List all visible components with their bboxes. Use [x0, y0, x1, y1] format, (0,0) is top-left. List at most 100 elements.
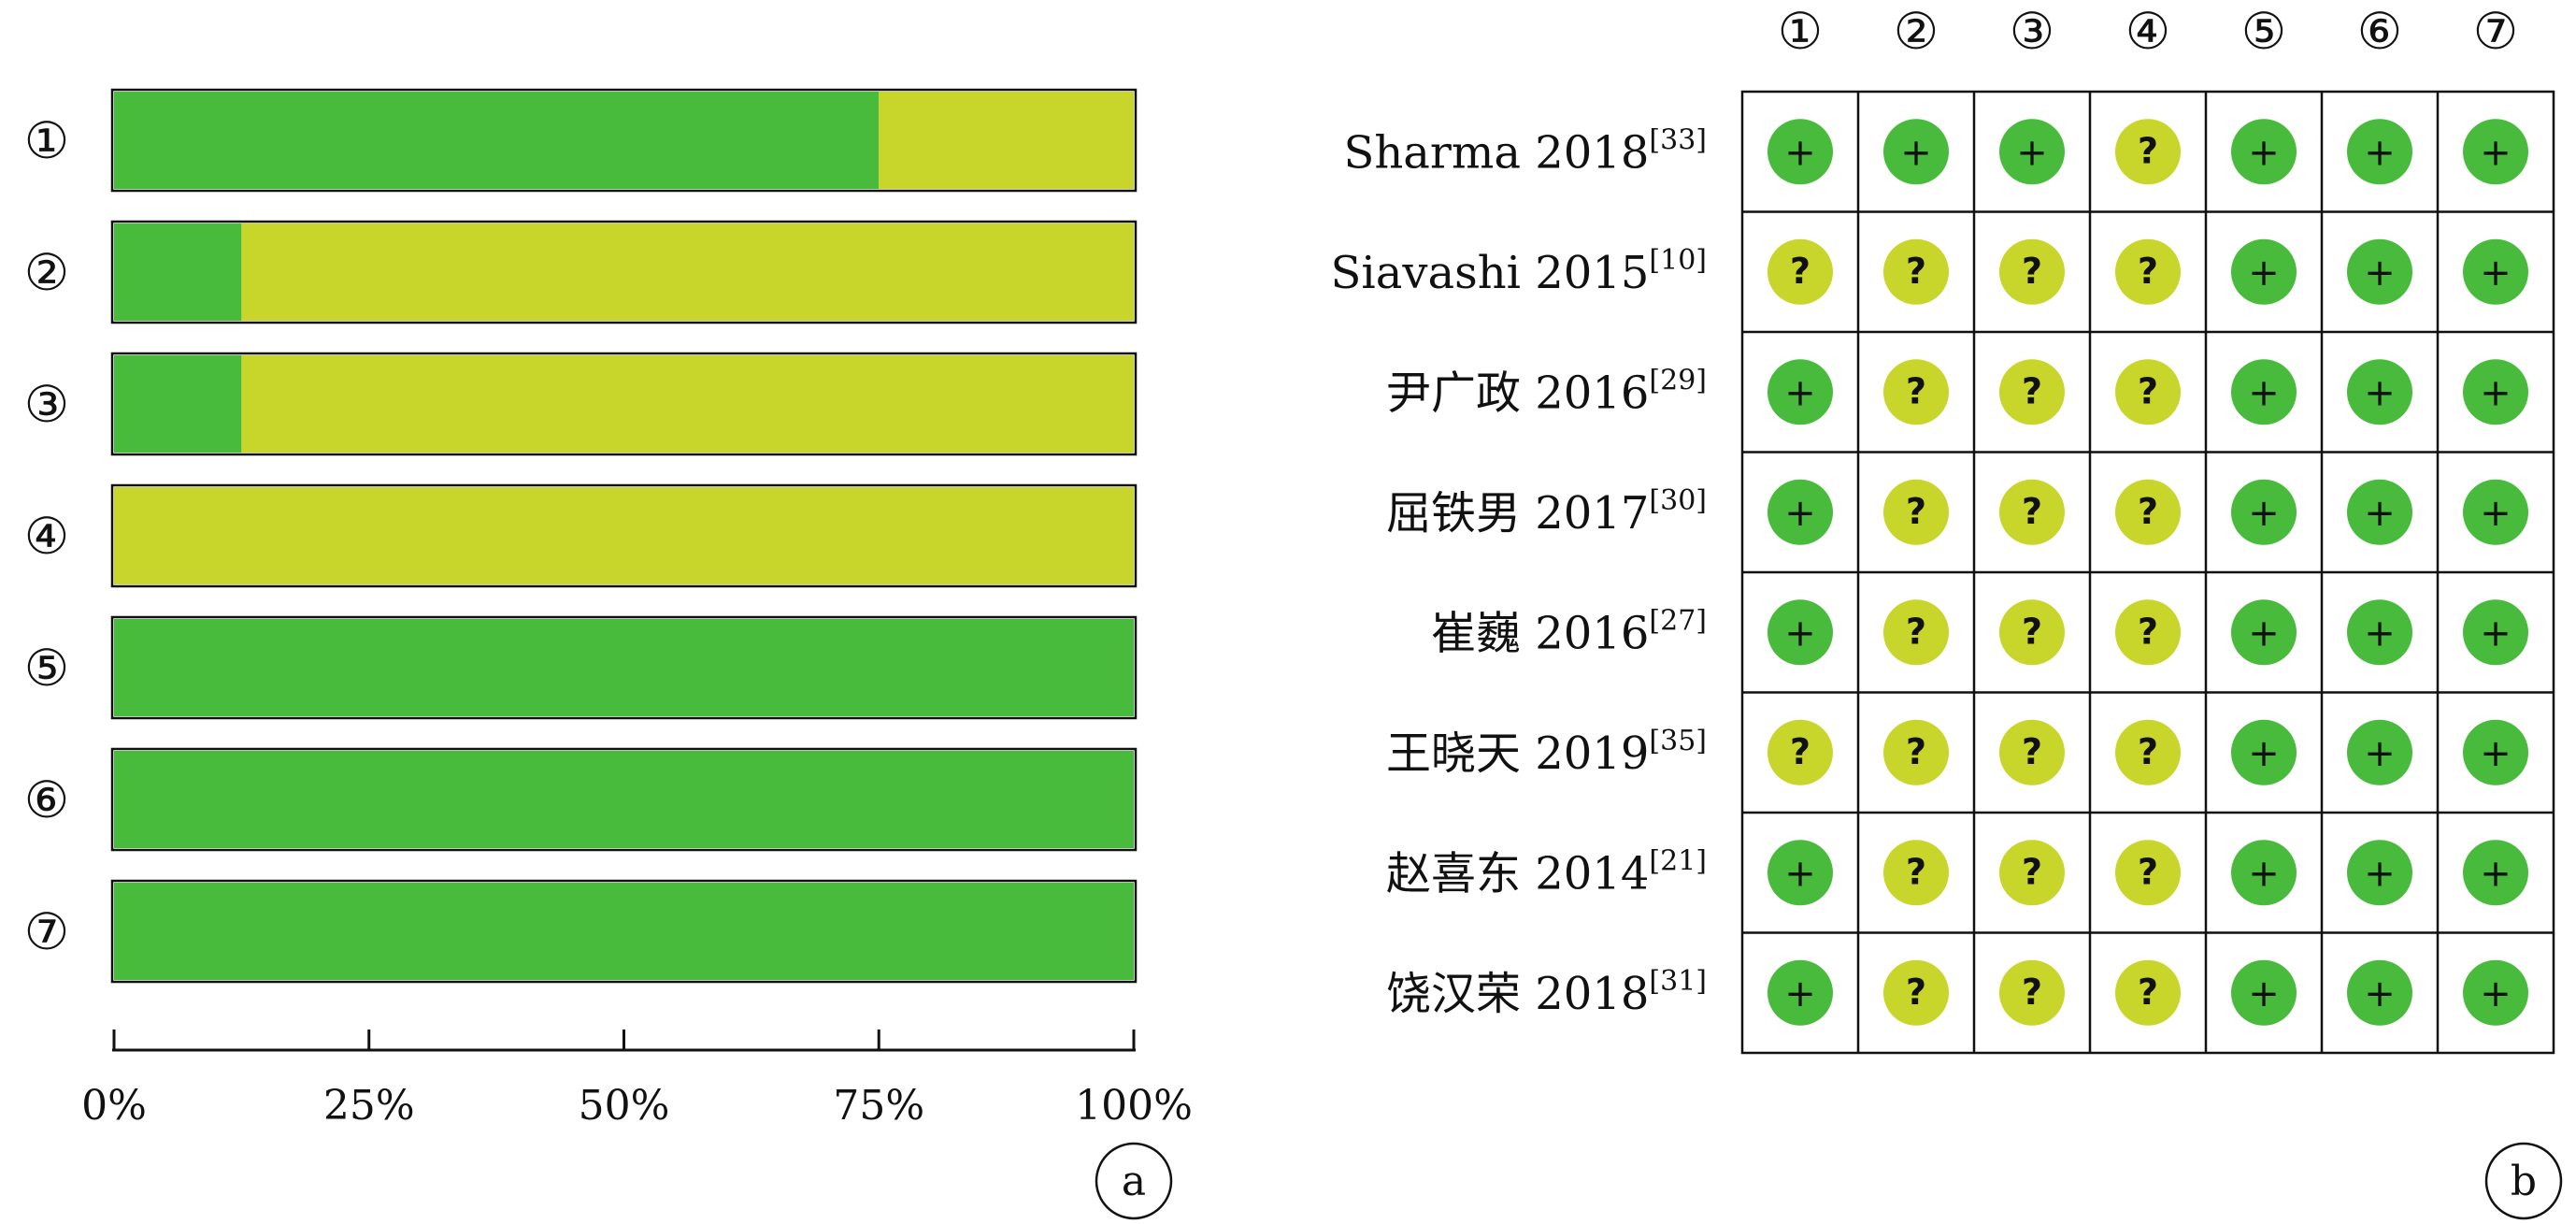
- low-risk-dot: [2463, 599, 2528, 666]
- low-risk-dot: [2463, 119, 2528, 185]
- study-name: Siavashi 2015: [1331, 247, 1650, 299]
- risk-of-bias-summary-bar-chart: ① ② ③ ④ ⑤ ⑥ ⑦ 0% 25% 50% 75% 100% a: [24, 88, 1193, 1220]
- low-risk-dot: [2463, 840, 2528, 906]
- study-label: Siavashi 2015[10]: [1331, 244, 1708, 299]
- bar-row-label: ②: [24, 243, 69, 302]
- bar-row-label: ③: [24, 375, 69, 434]
- study-name: 王晓天 2019: [1386, 727, 1649, 780]
- study-reference: [31]: [1649, 965, 1707, 998]
- unclear-risk-dot: [1883, 599, 1949, 666]
- x-tick-label: 75%: [833, 1082, 924, 1130]
- bar-outline: [110, 483, 1138, 588]
- judgement-symbol: ?: [2138, 611, 2158, 652]
- unclear-risk-dot: [2115, 959, 2181, 1026]
- bar-outline: [110, 220, 1138, 324]
- study-label: 王晓天 2019[35]: [1386, 725, 1707, 780]
- study-reference: [10]: [1649, 244, 1707, 277]
- judgement-symbol: ?: [1790, 251, 1810, 292]
- judgement-symbol: ?: [2022, 972, 2042, 1013]
- unclear-risk-dot: [1999, 238, 2065, 305]
- unclear-risk-dot: [2115, 840, 2181, 906]
- bar-row-label: ⑥: [24, 770, 69, 829]
- low-risk-dot: [1883, 119, 1949, 185]
- low-risk-dot: [2463, 359, 2528, 425]
- bar-outline: [110, 615, 1138, 720]
- bar-row-label: ①: [24, 111, 69, 170]
- low-risk-dot: [2231, 359, 2297, 425]
- grid-column-header: ⑦: [2473, 2, 2518, 61]
- low-risk-dot: [2231, 959, 2297, 1026]
- unclear-risk-dot: [2115, 238, 2181, 305]
- bar-outline: [110, 88, 1138, 193]
- judgement-symbol: ?: [1906, 972, 1926, 1013]
- bar-segment-unclear: [114, 487, 1134, 584]
- judgement-symbol: ?: [2138, 972, 2158, 1013]
- panel-label-circle: [1095, 1142, 1173, 1220]
- judgement-symbol: ?: [1906, 370, 1926, 411]
- judgement-symbol: ?: [2138, 370, 2158, 411]
- low-risk-dot: [2231, 479, 2297, 545]
- judgement-symbol: ?: [1906, 251, 1926, 292]
- judgement-symbol: ?: [2138, 130, 2158, 171]
- bar-outline: [110, 879, 1138, 984]
- judgement-symbol: ?: [2022, 251, 2042, 292]
- judgement-symbol: +: [2480, 371, 2512, 414]
- judgement-symbol: +: [2480, 972, 2512, 1015]
- bar-row-label: ⑤: [24, 639, 69, 698]
- study-label: 屈铁男 2017[30]: [1386, 484, 1707, 540]
- judgement-symbol: ?: [2022, 370, 2042, 411]
- study-label: 饶汉荣 2018[31]: [1386, 965, 1707, 1020]
- judgement-symbol: +: [1784, 492, 1816, 535]
- study-name: 赵喜东 2014: [1386, 847, 1649, 900]
- risk-of-bias-grid: ① ② ③ ④ ⑤ ⑥ ⑦ Sharma 2018[33] + + +? + + + Siavashi 20…: [1331, 2, 2563, 1220]
- judgement-symbol: +: [2248, 612, 2280, 655]
- low-risk-dot: [2347, 599, 2412, 666]
- low-risk-dot: [2231, 719, 2297, 785]
- bar-row-label: ⑦: [24, 902, 69, 961]
- low-risk-dot: [2231, 840, 2297, 906]
- judgement-symbol: ?: [2022, 491, 2042, 532]
- study-reference: [27]: [1649, 604, 1707, 637]
- panel-label: a: [1122, 1158, 1146, 1205]
- unclear-risk-dot: [2115, 719, 2181, 785]
- judgement-symbol: ?: [2138, 731, 2158, 772]
- judgement-symbol: ?: [2138, 851, 2158, 892]
- judgement-symbol: +: [1900, 131, 1932, 174]
- judgement-symbol: +: [1784, 131, 1816, 174]
- bar-row-label: ④: [24, 507, 69, 566]
- bar-segment-low: [114, 223, 242, 321]
- x-tick-label: 100%: [1075, 1082, 1193, 1130]
- judgement-symbol: +: [2248, 131, 2280, 174]
- bar-segment-low: [114, 355, 242, 453]
- unclear-risk-dot: [1999, 479, 2065, 545]
- unclear-risk-dot: [1999, 359, 2065, 425]
- judgement-symbol: ?: [1906, 731, 1926, 772]
- study-reference: [30]: [1649, 484, 1707, 517]
- judgement-symbol: +: [1784, 371, 1816, 414]
- low-risk-dot: [2231, 119, 2297, 185]
- study-label: Sharma 2018[33]: [1344, 123, 1708, 179]
- low-risk-dot: [2231, 238, 2297, 305]
- low-risk-dot: [2463, 719, 2528, 785]
- study-label: 崔巍 2016[27]: [1431, 604, 1707, 659]
- unclear-risk-dot: [2115, 359, 2181, 425]
- bar-outline: [110, 747, 1138, 852]
- grid-column-header: ④: [2125, 2, 2170, 61]
- low-risk-dot: [2463, 479, 2528, 545]
- judgement-symbol: +: [2480, 252, 2512, 295]
- judgement-symbol: +: [2480, 492, 2512, 535]
- judgement-symbol: +: [2364, 492, 2396, 535]
- judgement-symbol: ?: [1906, 851, 1926, 892]
- low-risk-dot: [2231, 599, 2297, 666]
- bar-segment-low: [114, 883, 1134, 980]
- low-risk-dot: [1767, 119, 1833, 185]
- low-risk-dot: [2347, 479, 2412, 545]
- bar-segment-low: [114, 751, 1134, 848]
- judgement-symbol: ?: [2138, 251, 2158, 292]
- unclear-risk-dot: [1999, 599, 2065, 666]
- judgement-symbol: +: [2480, 732, 2512, 775]
- unclear-risk-dot: [1999, 959, 2065, 1026]
- judgement-symbol: +: [1784, 612, 1816, 655]
- low-risk-dot: [1767, 840, 1833, 906]
